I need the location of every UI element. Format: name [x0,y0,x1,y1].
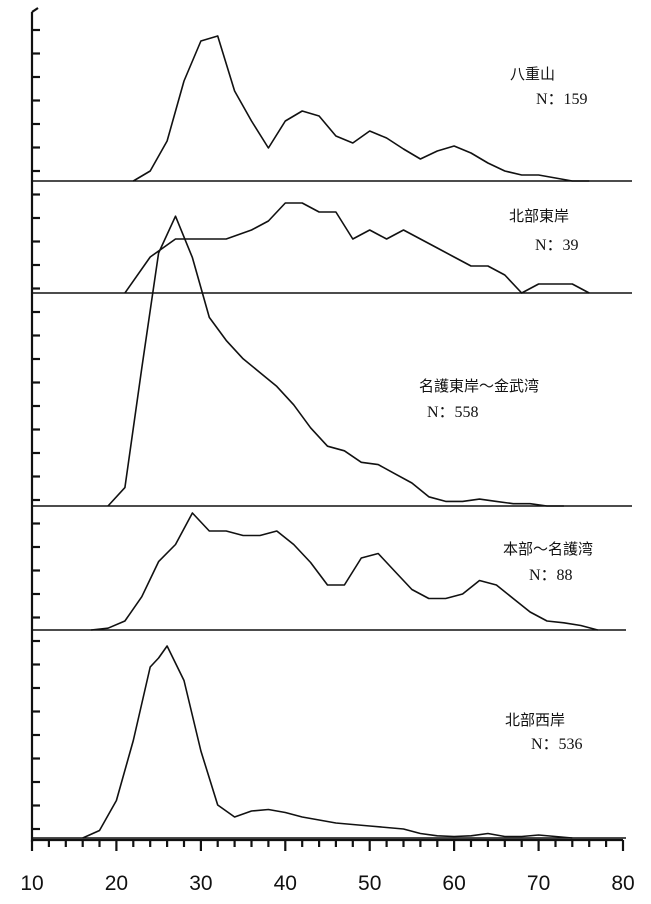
series-line-5 [82,645,573,839]
panel-title: 北部西岸 [505,711,565,729]
panel-sample-size: N：558 [427,404,479,421]
panel-title: 北部東岸 [509,207,569,225]
panel-4: 本部～名護湾 N：88 [32,512,626,631]
panel-sample-size: N：159 [536,91,588,108]
x-tick-label: 30 [189,872,212,895]
series-line-4 [91,512,598,631]
panel-5: 北部西岸 N：536 [32,645,626,839]
series-line-1 [132,35,590,182]
panel-sample-size: N：88 [529,567,573,584]
panel-title: 名護東岸～金武湾 [419,377,539,395]
series-line-3 [107,215,564,507]
series-line-2 [124,202,590,294]
panel-sample-size: N：39 [535,237,579,254]
panel-title: 八重山 [510,65,555,83]
x-tick-label: 40 [274,872,297,895]
x-tick-label: 60 [442,872,465,895]
panel-1: 八重山 N：159 [32,35,632,182]
panel-2: 北部東岸 N：39 [32,202,632,294]
panels-layer: 八重山 N：159 北部東岸 N：39 名護東岸～金武湾 N：558 本部～名護湾 N：88 北… [32,35,632,839]
panel-3: 名護東岸～金武湾 N：558 [32,215,632,507]
x-tick-label: 20 [105,872,128,895]
x-tick-label: 50 [358,872,381,895]
x-tick-label: 70 [527,872,550,895]
x-tick-label: 80 [611,872,634,895]
x-tick-label: 10 [20,872,43,895]
y-axis-cap [31,7,39,13]
panel-sample-size: N：536 [531,736,583,753]
panel-title: 本部～名護湾 [503,540,593,558]
axis-layer: 10 20 30 40 50 60 70 80 [20,7,635,895]
